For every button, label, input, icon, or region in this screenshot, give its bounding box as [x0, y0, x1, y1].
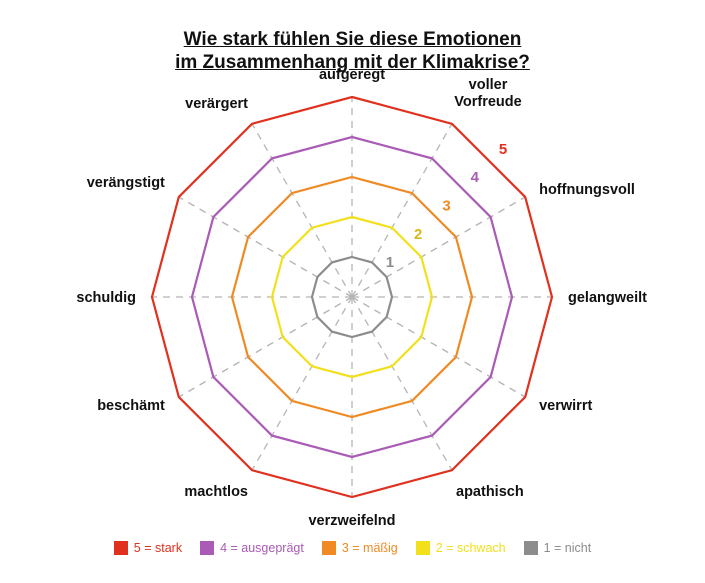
axis-label-line: machtlos — [184, 484, 248, 500]
scale-number-5: 5 — [499, 141, 507, 158]
axis-labels: aufgeregt voller Vorfreude hoffnungsvoll gel… — [76, 67, 647, 529]
ring-level-2 — [270, 215, 434, 379]
axis-label-line: Vorfreude — [454, 94, 521, 110]
spoke-lines — [152, 97, 552, 497]
ring-level-1 — [310, 255, 394, 339]
legend-label: 2 = schwach — [435, 541, 506, 555]
legend-swatch — [321, 541, 336, 555]
legend-label: 5 = stark — [133, 541, 183, 555]
axis-label-line: verärgert — [185, 96, 248, 112]
ring-level-4 — [190, 135, 514, 459]
axis-label: voller Vorfreude — [454, 77, 521, 110]
scale-numbers: 1 2 3 4 5 — [386, 141, 508, 271]
axis-label: machtlos — [184, 484, 248, 500]
axis-label-line: schuldig — [76, 290, 136, 306]
axis-label: beschämt — [97, 398, 165, 414]
scale-number-1: 1 — [386, 254, 394, 271]
axis-label-line: gelangweilt — [568, 290, 647, 306]
legend-item-level-4: 4 = ausgeprägt — [200, 541, 304, 555]
chart-title: Wie stark fühlen Sie diese Emotionen im … — [0, 28, 705, 74]
axis-label: verzweifelnd — [308, 513, 395, 529]
axis-label: schuldig — [76, 290, 136, 306]
legend-label: 4 = ausgeprägt — [220, 541, 304, 555]
axis-label: verwirrt — [539, 398, 592, 414]
legend-item-level-5: 5 = stark — [113, 541, 183, 555]
legend-label: 3 = mäßig — [341, 541, 398, 555]
axis-label-line: voller — [469, 77, 508, 93]
title-line-1: Wie stark fühlen Sie diese Emotionen — [183, 29, 522, 50]
level-rings — [150, 95, 554, 499]
scale-number-2: 2 — [414, 226, 422, 243]
scale-number-3: 3 — [442, 198, 450, 215]
axis-label-line: verwirrt — [539, 398, 592, 414]
ring-level-5 — [150, 95, 554, 499]
axis-label: verängstigt — [87, 175, 165, 191]
axis-label-line: verzweifelnd — [308, 513, 395, 529]
legend-swatch — [415, 541, 430, 555]
scale-number-4: 4 — [471, 169, 480, 186]
axis-label-line: apathisch — [456, 484, 524, 500]
legend-label: 1 = nicht — [543, 541, 592, 555]
axis-label: verärgert — [185, 96, 248, 112]
legend-swatch — [523, 541, 538, 555]
axis-label: gelangweilt — [568, 290, 647, 306]
ring-level-3 — [230, 175, 474, 419]
axis-label-line: aufgeregt — [319, 67, 385, 83]
axis-label-line: hoffnungsvoll — [539, 182, 635, 198]
legend-swatch — [113, 541, 128, 555]
axis-label: apathisch — [456, 484, 524, 500]
axis-label-line: verängstigt — [87, 175, 165, 191]
title-line-2: im Zusammenhang mit der Klimakrise? — [175, 52, 530, 73]
axis-label: aufgeregt — [319, 67, 385, 83]
legend-item-level-3: 3 = mäßig — [321, 541, 398, 555]
axis-label: hoffnungsvoll — [539, 182, 635, 198]
legend-item-level-1: 1 = nicht — [523, 541, 592, 555]
legend-swatch — [200, 541, 215, 555]
legend-item-level-2: 2 = schwach — [415, 541, 506, 555]
legend: 5 = stark 4 = ausgeprägt 3 = mäßig 2 = schw… — [0, 541, 705, 555]
axis-label-line: beschämt — [97, 398, 165, 414]
